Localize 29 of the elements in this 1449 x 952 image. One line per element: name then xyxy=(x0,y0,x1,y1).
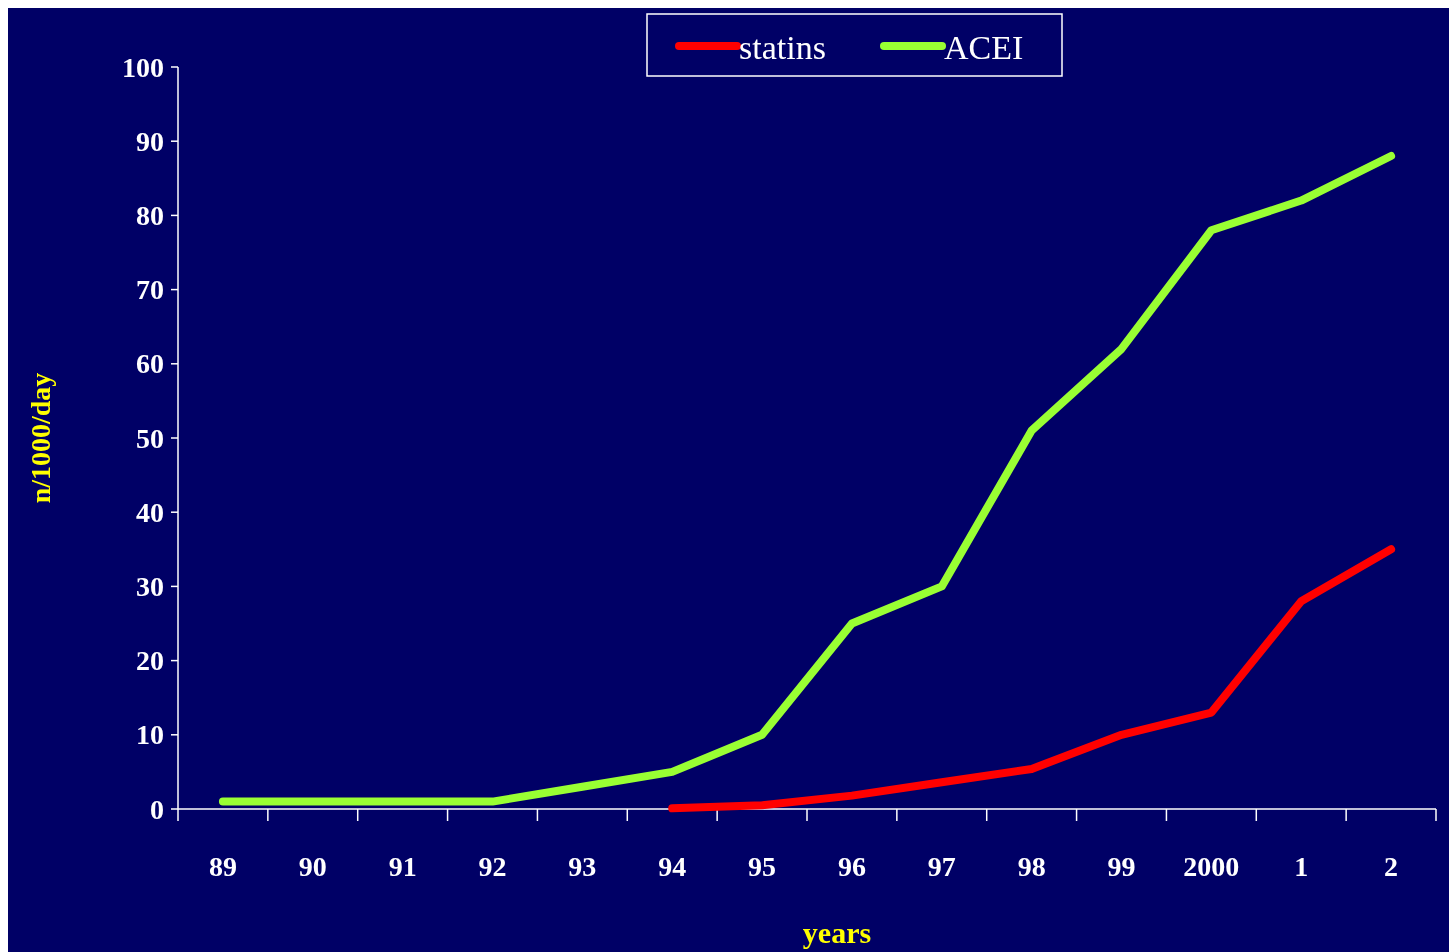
y-tick-label: 60 xyxy=(136,348,164,380)
x-tick-label: 93 xyxy=(568,850,597,882)
y-tick-label: 0 xyxy=(150,793,164,825)
x-tick-label: 89 xyxy=(208,850,237,882)
x-tick-label: 91 xyxy=(388,850,417,882)
y-tick-label: 70 xyxy=(136,274,164,306)
x-tick-label: 90 xyxy=(298,850,327,882)
x-tick-label: 2 xyxy=(1384,850,1399,882)
y-tick-label: 90 xyxy=(136,125,164,157)
x-tick-label: 99 xyxy=(1107,850,1136,882)
y-tick-label: 10 xyxy=(136,719,164,751)
y-tick-label: 100 xyxy=(122,51,164,83)
x-tick-label: 1 xyxy=(1294,850,1309,882)
y-tick-label: 50 xyxy=(136,422,164,454)
x-tick-label: 94 xyxy=(658,850,687,882)
x-axis-title: years xyxy=(802,916,872,949)
y-tick-label: 40 xyxy=(136,496,164,528)
x-tick-label: 92 xyxy=(478,850,507,882)
x-tick-label: 2000 xyxy=(1183,850,1240,882)
x-tick-label: 95 xyxy=(748,850,777,882)
legend-label: statins xyxy=(739,28,826,66)
x-tick-label: 97 xyxy=(927,850,956,882)
y-tick-label: 30 xyxy=(136,570,164,602)
y-axis-title: n/1000/day xyxy=(25,372,56,504)
x-tick-label: 96 xyxy=(837,850,866,882)
y-tick-label: 80 xyxy=(136,199,164,231)
y-tick-label: 20 xyxy=(136,645,164,677)
legend-label: ACEI xyxy=(944,28,1024,66)
x-tick-label: 98 xyxy=(1017,850,1046,882)
